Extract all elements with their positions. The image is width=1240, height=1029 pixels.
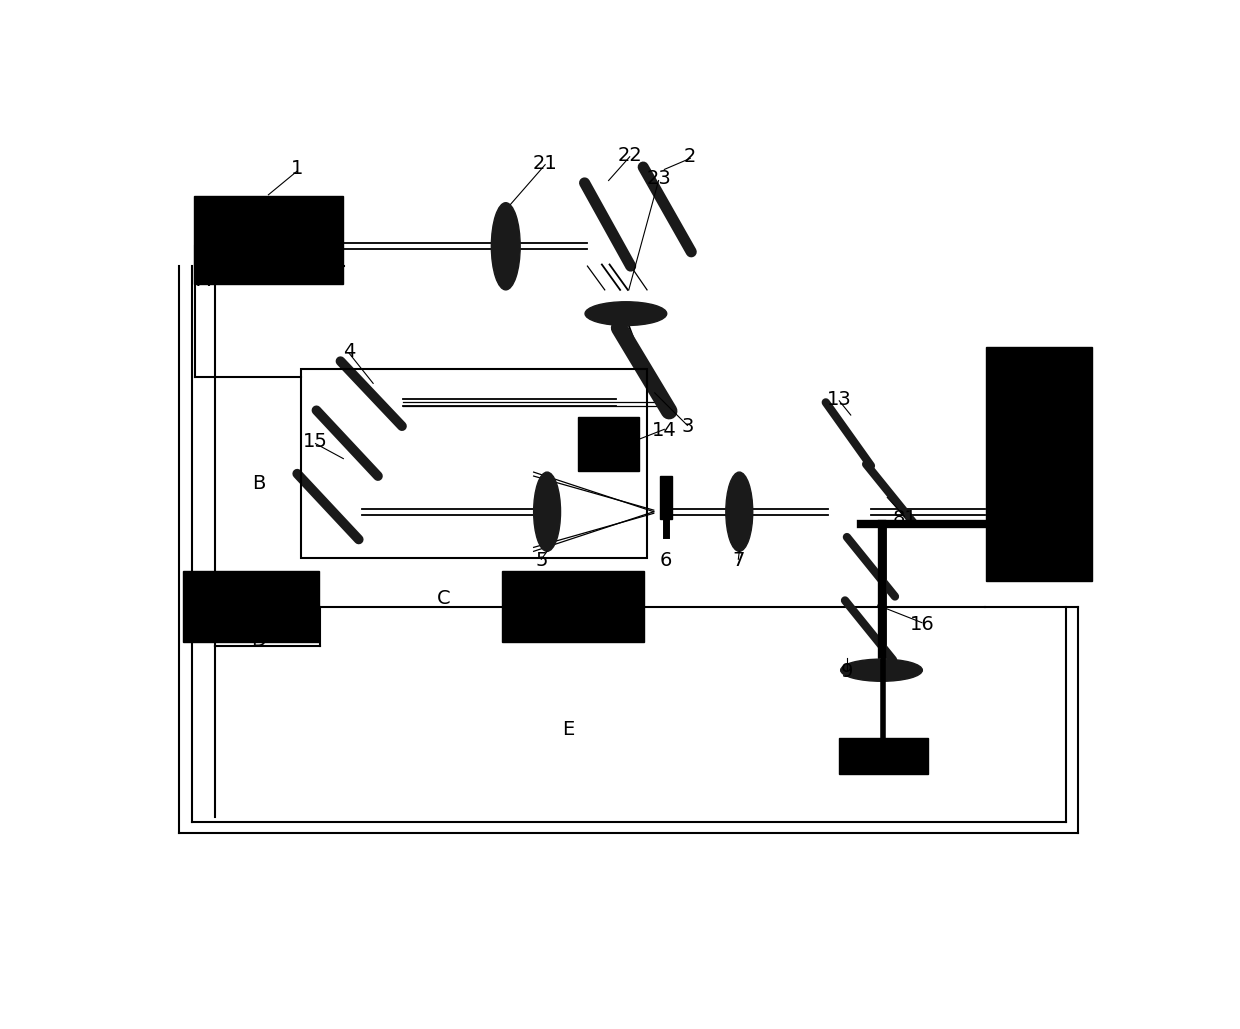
Text: 6: 6: [660, 552, 672, 570]
Bar: [182, 571, 320, 642]
Text: 1: 1: [291, 159, 304, 178]
Text: 10: 10: [1044, 410, 1069, 428]
Text: 81: 81: [893, 508, 916, 528]
Text: B: B: [252, 474, 265, 494]
Text: 21: 21: [533, 153, 558, 173]
Text: 14: 14: [652, 422, 677, 440]
Text: 22: 22: [618, 146, 642, 165]
Bar: [301, 369, 647, 558]
Bar: [193, 197, 343, 284]
Text: 3: 3: [681, 418, 693, 436]
Text: 2: 2: [684, 147, 697, 167]
Bar: [660, 475, 672, 520]
Bar: [986, 348, 1092, 581]
Text: 17: 17: [596, 572, 621, 591]
Text: 4: 4: [343, 343, 356, 361]
Bar: [578, 418, 639, 471]
Text: C: C: [436, 590, 450, 608]
Text: 5: 5: [536, 552, 548, 570]
Text: 7: 7: [732, 552, 744, 570]
Ellipse shape: [533, 472, 560, 552]
Bar: [839, 738, 928, 774]
Bar: [502, 571, 644, 642]
Text: A: A: [196, 271, 210, 290]
Ellipse shape: [585, 301, 667, 325]
Text: 11: 11: [844, 752, 869, 771]
Text: 9: 9: [841, 663, 853, 681]
Text: D: D: [252, 631, 267, 649]
Text: 15: 15: [303, 432, 327, 452]
Ellipse shape: [725, 472, 753, 552]
Text: 16: 16: [909, 614, 934, 634]
Text: 13: 13: [827, 390, 852, 409]
Text: E: E: [562, 720, 574, 739]
Text: 23: 23: [646, 170, 671, 188]
Ellipse shape: [491, 203, 521, 290]
Text: 12: 12: [239, 570, 263, 589]
Ellipse shape: [841, 660, 923, 681]
